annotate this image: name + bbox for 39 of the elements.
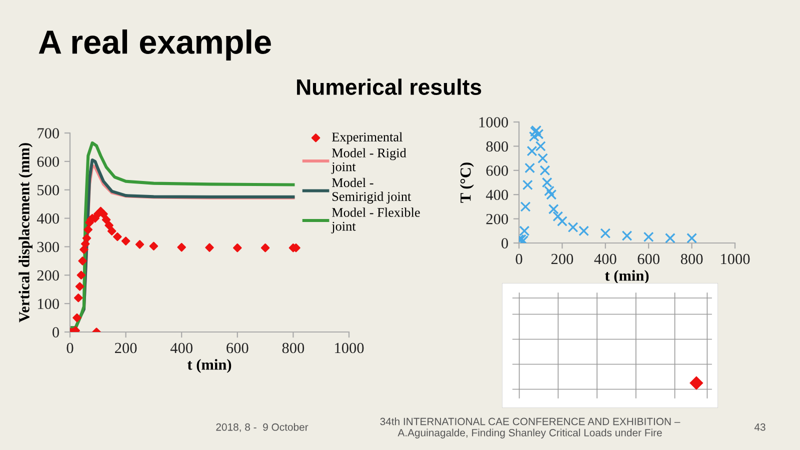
y-axis-title: Vertical displacement (mm): [18, 143, 32, 322]
x-tick-label: 400: [170, 342, 192, 354]
x-tick-label: 200: [115, 342, 137, 354]
chart-subtitle: Numerical results: [297, 78, 482, 95]
x-tick-label: 800: [680, 254, 703, 264]
legend-label: Model - Semirigid joint: [332, 178, 412, 204]
text: 34th INTERNATIONAL CAE CONFERENCE AND EXHIBITION – A.Aguinagalde, Finding Shanley Critical Loads under Fire: [380, 418, 680, 438]
y-tick-label: 600: [486, 166, 508, 176]
x-tick-label: 600: [226, 342, 248, 354]
x-tick-label: 0: [516, 254, 522, 264]
x-tick-label: 1000: [335, 342, 364, 354]
chart-title: A real example: [38, 29, 271, 61]
y-tick-label: 1000: [479, 117, 508, 128]
x-axis-title: t (min): [604, 270, 649, 284]
legend-label: Model - Flexible joint: [331, 208, 420, 234]
y-tick-label: 500: [38, 185, 59, 196]
x-tick-label: 1000: [721, 254, 750, 264]
y-axis-title: T (°C): [460, 162, 474, 203]
y-tick-label: 200: [486, 214, 508, 224]
y-tick-label: 600: [37, 156, 59, 167]
x-tick-label: 400: [594, 254, 616, 264]
y-tick-label: 400: [486, 190, 508, 200]
legend-label: Experimental: [332, 132, 402, 144]
x-axis-title: t (min): [187, 359, 232, 373]
y-tick-label: 200: [37, 270, 59, 281]
y-tick-label: 0: [502, 238, 508, 248]
y-tick-label: 0: [52, 327, 59, 338]
text: 43: [754, 423, 766, 431]
x-tick-label: 200: [551, 254, 574, 264]
x-tick-label: 800: [282, 342, 304, 354]
y-tick-label: 300: [37, 242, 59, 252]
legend-label: Model - Rigid joint: [331, 148, 406, 174]
x-tick-label: 600: [638, 254, 660, 264]
text: 2018, 8 - 9 October: [216, 423, 308, 432]
y-tick-label: 400: [36, 213, 59, 224]
x-tick-label: 0: [66, 342, 74, 354]
y-tick-label: 800: [486, 141, 508, 152]
y-tick-label: 700: [38, 128, 59, 138]
y-tick-label: 100: [38, 298, 59, 310]
